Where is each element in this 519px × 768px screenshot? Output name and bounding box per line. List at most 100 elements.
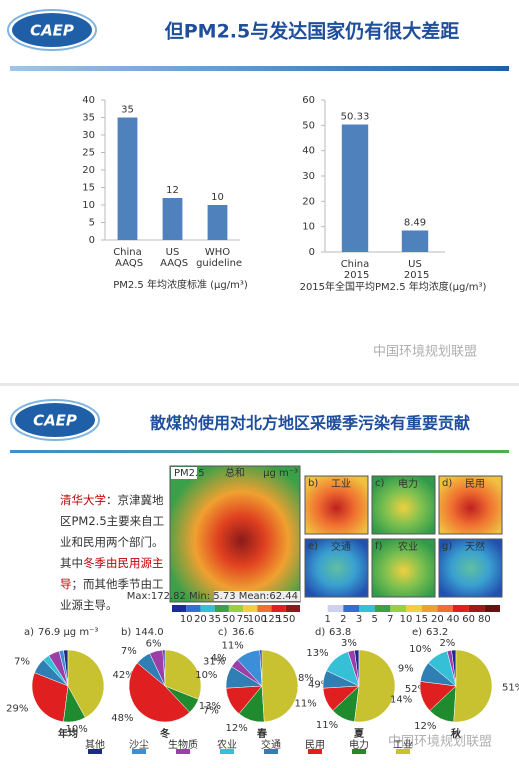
colorbar-cell bbox=[374, 605, 391, 612]
map-panel bbox=[371, 475, 436, 535]
colorbar-label: 3 bbox=[356, 614, 362, 625]
colorbar-cell bbox=[421, 605, 438, 612]
pie-name: 年均 bbox=[58, 727, 78, 740]
map-panel-title: 电力 bbox=[398, 477, 418, 490]
colorbar-label: 75 bbox=[237, 614, 250, 625]
y-tick-label: 0 bbox=[89, 235, 95, 246]
map-panel-title: 交通 bbox=[331, 540, 351, 553]
map-panel bbox=[438, 475, 503, 535]
map-panel-title: 天然 bbox=[465, 540, 485, 553]
value-label: 13% bbox=[199, 701, 221, 712]
colorbar-cell bbox=[271, 605, 286, 612]
colorbar-label: 15 bbox=[415, 614, 428, 625]
pie-slice bbox=[261, 649, 299, 723]
colorbar-label: 150 bbox=[276, 614, 295, 625]
y-tick-label: 50 bbox=[302, 120, 315, 131]
value-label: 8% bbox=[298, 673, 314, 684]
pie-title: 63.2 bbox=[426, 627, 448, 638]
pie-title: 76.9 μg m⁻³ bbox=[38, 627, 98, 638]
colorbar-cell bbox=[243, 605, 258, 612]
bar bbox=[117, 117, 138, 240]
legend-swatch bbox=[132, 749, 146, 754]
value-label: 13% bbox=[306, 648, 328, 659]
value-label: 3% bbox=[341, 638, 357, 649]
logo-ring bbox=[7, 9, 97, 51]
logo-badge bbox=[15, 403, 95, 437]
pie-letter: a) bbox=[24, 627, 34, 638]
colorbar-cell bbox=[327, 605, 344, 612]
pie-name: 冬 bbox=[160, 727, 170, 740]
y-tick-label: 40 bbox=[82, 95, 95, 106]
header-rule bbox=[10, 450, 509, 453]
map-letter: f) bbox=[375, 541, 383, 552]
legend-swatch bbox=[396, 749, 410, 754]
value-label: 10% bbox=[195, 670, 217, 681]
map-panel-title: 民用 bbox=[465, 478, 485, 490]
colorbar-label: 1 bbox=[324, 614, 330, 625]
value-label: 10% bbox=[66, 724, 88, 735]
colorbar-label: 125 bbox=[262, 614, 281, 625]
y-tick-label: 25 bbox=[82, 148, 95, 159]
colorbar-label: 2 bbox=[340, 614, 346, 625]
value-label: 7% bbox=[203, 706, 219, 717]
bar bbox=[401, 230, 429, 252]
pie-letter: e) bbox=[412, 627, 422, 638]
pie-letter: d) bbox=[315, 627, 325, 638]
y-tick-label: 10 bbox=[302, 222, 315, 233]
value-label: 7% bbox=[121, 646, 137, 657]
colorbar-cell bbox=[312, 605, 328, 612]
colorbar-label: 80 bbox=[478, 614, 491, 625]
legend-label: 民用 bbox=[305, 739, 325, 751]
map-letter: b) bbox=[308, 478, 318, 489]
pie-title: 63.8 bbox=[329, 627, 351, 638]
legend-swatch bbox=[352, 749, 366, 754]
map-unit: μg m⁻³ bbox=[263, 468, 298, 479]
colorbar-label: 20 bbox=[431, 614, 444, 625]
slide-title: 散煤的使用对北方地区采暖季污染有重要贡献 bbox=[150, 414, 470, 433]
legend-label: 交通 bbox=[261, 738, 281, 751]
x-tick-label: China 2015 bbox=[341, 259, 370, 281]
value-label: 51% bbox=[502, 682, 519, 693]
map-panel-title: 工业 bbox=[331, 478, 351, 490]
map-letter: d) bbox=[442, 478, 452, 489]
text-run: ；而其他季节由工业源主导。 bbox=[60, 577, 164, 612]
colorbar-cell bbox=[468, 605, 485, 612]
map-stats: Max:172.82 Min: 5.73 Mean:62.44 bbox=[127, 591, 298, 602]
value-label: 12% bbox=[414, 721, 436, 732]
pie-title: 144.0 bbox=[135, 627, 164, 638]
value-label: 12 bbox=[166, 185, 179, 196]
x-tick-label: US AAQS bbox=[157, 247, 188, 269]
y-tick-label: 20 bbox=[302, 196, 315, 207]
value-label: 2% bbox=[439, 638, 455, 649]
pie-slice bbox=[453, 649, 493, 723]
value-label: 11% bbox=[316, 720, 338, 731]
map-letter: c) bbox=[375, 478, 384, 489]
map-panel-title: 农业 bbox=[398, 540, 418, 553]
map-letter: g) bbox=[442, 541, 452, 552]
colorbar-cell bbox=[285, 605, 300, 612]
text-run: ：京津冀地区PM2.5主要来自工业和民用两个部门。其中 bbox=[60, 493, 165, 570]
value-label: 12% bbox=[226, 723, 248, 734]
colorbar-label: 100 bbox=[248, 614, 267, 625]
colorbar-cell bbox=[453, 605, 469, 612]
value-label: 14% bbox=[390, 695, 412, 706]
y-tick-label: 40 bbox=[302, 146, 315, 157]
value-label: 7% bbox=[14, 656, 30, 667]
y-tick-label: 5 bbox=[89, 218, 95, 229]
value-label: 10% bbox=[409, 644, 431, 655]
legend-label: 电力 bbox=[349, 738, 369, 751]
colorbar-cell bbox=[172, 605, 187, 612]
x-tick-label: WHO guideline bbox=[193, 247, 242, 269]
bar bbox=[207, 205, 228, 240]
value-label: 52% bbox=[405, 684, 427, 695]
legend-label: 其他 bbox=[85, 738, 105, 751]
colorbar-cell bbox=[200, 605, 215, 612]
value-label: 50.33 bbox=[341, 111, 370, 122]
y-tick-label: 30 bbox=[302, 171, 315, 182]
map-stats-bg bbox=[214, 591, 300, 601]
colorbar-cell bbox=[359, 605, 375, 612]
legend-label: 农业 bbox=[217, 738, 237, 751]
y-tick-label: 20 bbox=[82, 165, 95, 176]
